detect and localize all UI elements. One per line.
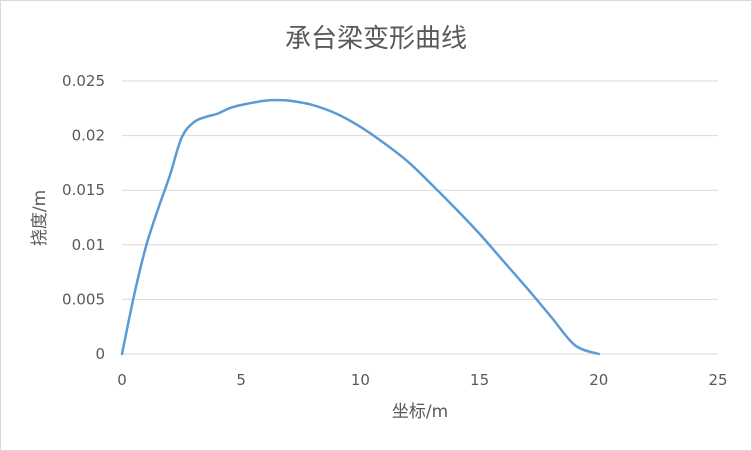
x-axis-label: 坐标/m [392, 402, 448, 422]
y-tick-label: 0.01 [72, 236, 105, 254]
x-tick-label: 5 [236, 371, 246, 389]
y-tick-label: 0.02 [72, 127, 105, 145]
y-axis-label: 挠度/m [30, 190, 50, 246]
x-tick-label: 15 [470, 371, 489, 389]
y-tick-label: 0 [95, 345, 105, 363]
x-tick-label: 25 [708, 371, 727, 389]
y-tick-labels: 0 0.005 0.01 0.015 0.02 0.025 [62, 72, 105, 363]
y-tick-label: 0.025 [62, 72, 105, 90]
x-tick-label: 10 [351, 371, 370, 389]
x-tick-labels: 0 5 10 15 20 25 [117, 371, 727, 389]
x-tick-label: 0 [117, 371, 127, 389]
x-tick-label: 20 [589, 371, 608, 389]
series-layer [120, 98, 601, 356]
chart-title: 承台梁变形曲线 [285, 24, 467, 54]
grid-lines [122, 80, 718, 300]
y-tick-label: 0.005 [62, 290, 105, 308]
series-line [120, 98, 601, 356]
y-tick-label: 0.015 [62, 181, 105, 199]
